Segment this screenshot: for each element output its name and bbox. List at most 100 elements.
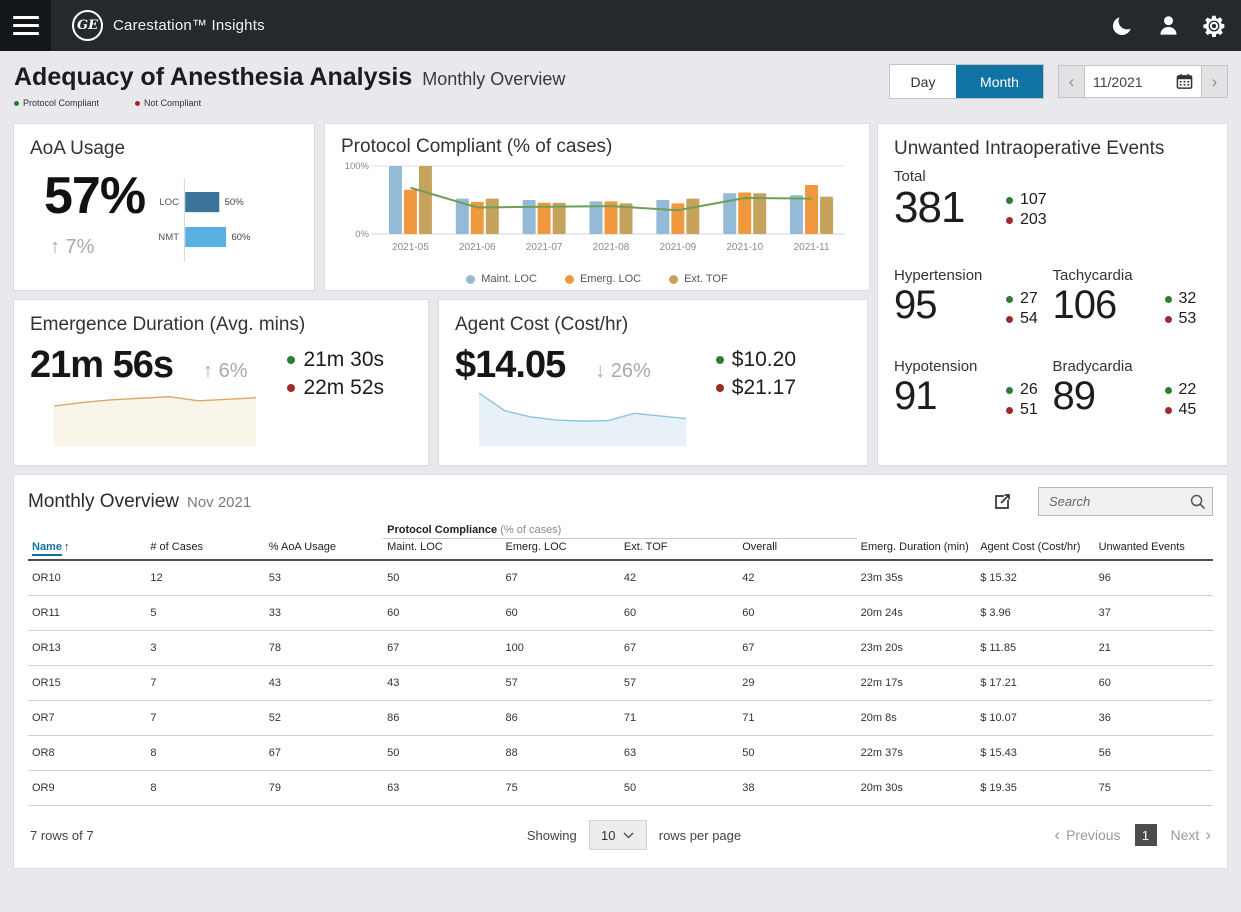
aoa-usage-title: AoA Usage [30, 138, 298, 160]
table-row[interactable]: OR88675088635022m 37s$ 15.4356 [28, 736, 1213, 771]
search-input[interactable] [1038, 487, 1213, 516]
table-cell: 20m 30s [857, 771, 977, 806]
unwanted-events-title: Unwanted Intraoperative Events [894, 138, 1211, 160]
export-icon[interactable] [992, 492, 1012, 512]
month-toggle-button[interactable]: Month [956, 65, 1043, 98]
event-tile-hypertension: Hypertension952754 [894, 267, 1053, 328]
table-column-header-row: Name↑# of Cases% AoA UsageMaint. LOCEmer… [28, 539, 1213, 561]
table-row[interactable]: OR115336060606020m 24s$ 3.9637 [28, 596, 1213, 631]
column-header-agent-cost-cost-hr-[interactable]: Agent Cost (Cost/hr) [976, 539, 1094, 561]
rows-per-page-select[interactable]: 10 [589, 820, 647, 850]
table-cell: 67 [502, 560, 620, 596]
table-cell: 50 [738, 736, 856, 771]
table-cell: $ 3.96 [976, 596, 1094, 631]
table-cell: 5 [146, 596, 264, 631]
menu-icon[interactable] [0, 0, 51, 51]
column-header-maint-loc[interactable]: Maint. LOC [383, 539, 501, 561]
table-cell: 53 [265, 560, 383, 596]
compliant-dot [716, 356, 724, 364]
table-cell: $ 11.85 [976, 631, 1094, 666]
emergence-duration-title: Emergence Duration (Avg. mins) [30, 314, 412, 336]
svg-text:2021-10: 2021-10 [726, 242, 763, 253]
table-cell: 42 [738, 560, 856, 596]
date-picker: ‹ 11/2021 › [1058, 65, 1228, 98]
column-header-unwanted-events[interactable]: Unwanted Events [1095, 539, 1213, 561]
monthly-overview-table-card: Monthly Overview Nov 2021 [13, 474, 1228, 869]
column-header--of-cases[interactable]: # of Cases [146, 539, 264, 561]
table-row[interactable]: OR98796375503820m 30s$ 19.3575 [28, 771, 1213, 806]
day-toggle-button[interactable]: Day [890, 65, 956, 98]
search-icon[interactable] [1189, 493, 1206, 510]
svg-text:60%: 60% [231, 232, 251, 243]
table-cell: 88 [502, 736, 620, 771]
user-icon[interactable] [1155, 13, 1181, 39]
agent-cost-title: Agent Cost (Cost/hr) [455, 314, 851, 336]
next-period-chevron-icon[interactable]: › [1202, 66, 1227, 97]
table-cell: 12 [146, 560, 264, 596]
table-cell: 42 [620, 560, 738, 596]
table-cell: 60 [620, 596, 738, 631]
compliant-dot [1006, 197, 1013, 204]
svg-text:2021-09: 2021-09 [660, 242, 697, 253]
table-cell: 67 [265, 736, 383, 771]
column-header-ext-tof[interactable]: Ext. TOF [620, 539, 738, 561]
protocol-compliant-title: Protocol Compliant (% of cases) [341, 136, 853, 158]
chart-legend-item: Maint. LOC [466, 273, 537, 285]
table-cell: 23m 20s [857, 631, 977, 666]
table-row[interactable]: OR1012535067424223m 35s$ 15.3296 [28, 560, 1213, 596]
table-cell: 50 [620, 771, 738, 806]
current-page-button[interactable]: 1 [1135, 824, 1157, 846]
table-cell: 43 [265, 666, 383, 701]
showing-label: Showing [527, 828, 577, 843]
event-tile-hypotension: Hypotension912651 [894, 358, 1053, 419]
table-cell: OR10 [28, 560, 146, 596]
table-cell: 3 [146, 631, 264, 666]
table-cell: OR9 [28, 771, 146, 806]
column-header-emerg-loc[interactable]: Emerg. LOC [502, 539, 620, 561]
svg-text:50%: 50% [225, 197, 245, 208]
emergence-duration-sparkline [50, 389, 260, 447]
period-toggle: Day Month [889, 64, 1044, 99]
table-cell: 52 [265, 701, 383, 736]
table-cell: 22m 17s [857, 666, 977, 701]
emergence-non-compliant-value: 22m 52s [303, 376, 384, 400]
table-cell: 22m 37s [857, 736, 977, 771]
unwanted-events-card: Unwanted Intraoperative Events Total 381… [877, 123, 1228, 466]
protocol-compliance-group-header: Protocol Compliance (% of cases) [383, 522, 857, 539]
table-row[interactable]: OR157434357572922m 17s$ 17.2160 [28, 666, 1213, 701]
table-row[interactable]: OR1337867100676723m 20s$ 11.8521 [28, 631, 1213, 666]
events-total-value: 381 [894, 185, 978, 231]
table-cell: 43 [383, 666, 501, 701]
table-cell: 33 [265, 596, 383, 631]
table-cell: 86 [502, 701, 620, 736]
date-field[interactable]: 11/2021 [1084, 66, 1202, 97]
legend-item: Not Compliant [135, 98, 201, 108]
column-header--aoa-usage[interactable]: % AoA Usage [265, 539, 383, 561]
next-page-button[interactable]: Next › [1171, 825, 1211, 845]
table-cell: 71 [738, 701, 856, 736]
column-header-emerg-duration-min-[interactable]: Emerg. Duration (min) [857, 539, 977, 561]
agent-cost-sparkline [475, 389, 690, 447]
table-cell: 63 [620, 736, 738, 771]
dark-mode-moon-icon[interactable] [1109, 13, 1135, 39]
previous-period-chevron-icon[interactable]: ‹ [1059, 66, 1084, 97]
aoa-usage-card: AoA Usage 57% ↑ 7% LOC50%NMT60% [13, 123, 315, 291]
page-header: Adequacy of Anesthesia Analysis Monthly … [0, 51, 1241, 123]
svg-text:2021-06: 2021-06 [459, 242, 496, 253]
agent-cost-delta: ↓ 26% [595, 360, 651, 383]
emergence-duration-value: 21m 56s [30, 344, 173, 387]
table-cell: OR11 [28, 596, 146, 631]
chart-legend-item: Emerg. LOC [565, 273, 641, 285]
table-cell: 63 [383, 771, 501, 806]
page-legend: Protocol CompliantNot Compliant [14, 98, 1227, 108]
table-cell: 79 [265, 771, 383, 806]
column-header-overall[interactable]: Overall [738, 539, 856, 561]
table-period: Nov 2021 [187, 494, 251, 511]
table-cell: 50 [383, 560, 501, 596]
table-row[interactable]: OR77528686717120m 8s$ 10.0736 [28, 701, 1213, 736]
settings-gear-icon[interactable] [1201, 13, 1227, 39]
column-header-name[interactable]: Name↑ [28, 539, 146, 561]
events-total-tile: Total 381 107 203 [894, 168, 1211, 231]
agent-cost-compliant-value: $10.20 [732, 348, 796, 372]
previous-page-button[interactable]: ‹ Previous [1054, 825, 1120, 845]
